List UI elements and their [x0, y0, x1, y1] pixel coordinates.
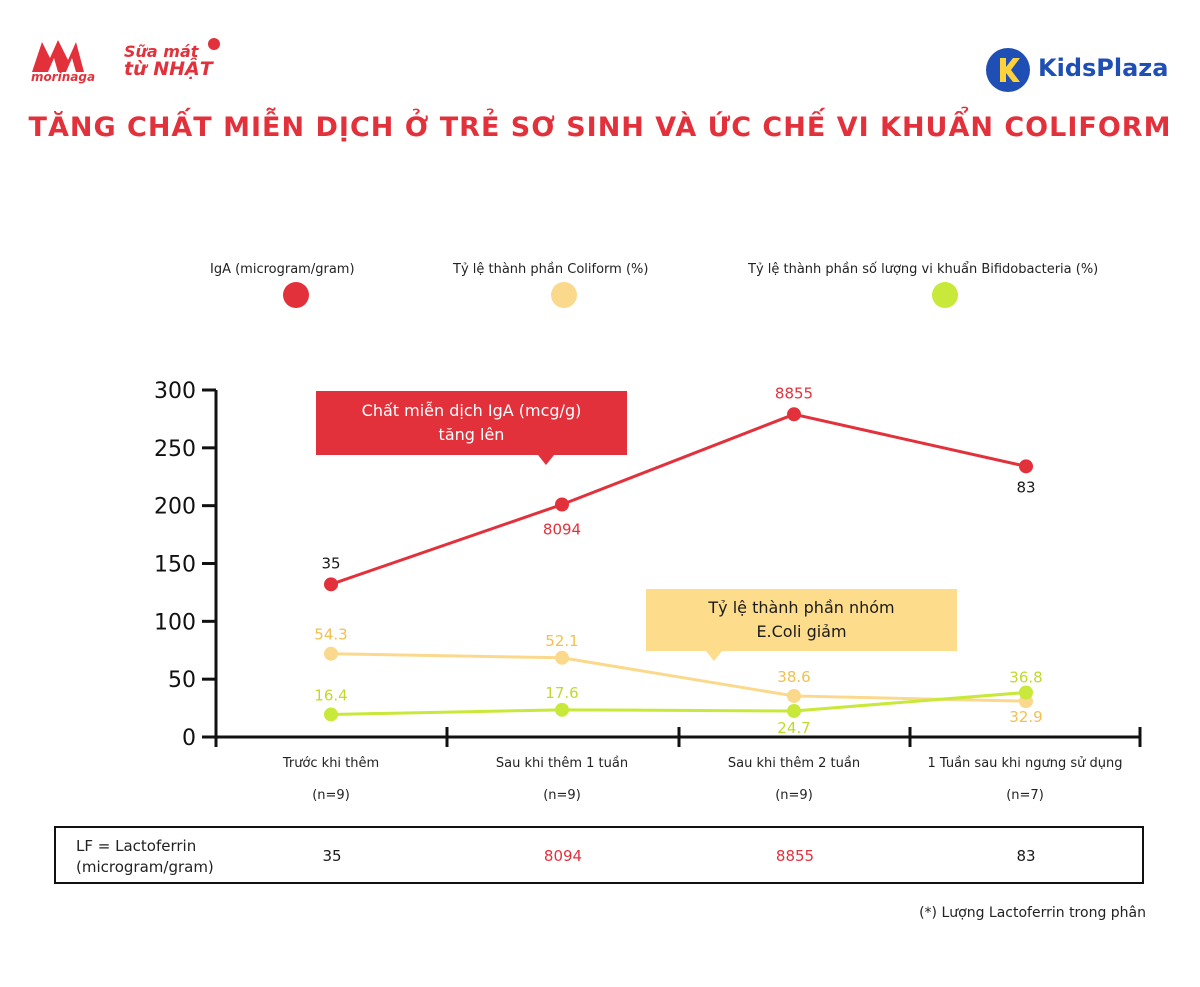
category-n: (n=9)	[775, 788, 813, 803]
y-tick-label: 200	[154, 495, 196, 520]
slogan-logo: Sữa mát từ NHẬT	[124, 38, 234, 86]
footnote: (*) Lượng Lactoferrin trong phân	[919, 905, 1146, 921]
y-tick-label: 250	[154, 437, 196, 462]
kidsplaza-icon	[986, 48, 1030, 92]
coliform-data-label: 32.9	[1009, 708, 1042, 726]
bifido-line	[330, 690, 1027, 716]
callout-iga-pointer	[538, 455, 554, 465]
bifido-data-label: 24.7	[777, 719, 810, 737]
category-label: Sau khi thêm 1 tuần (n=9)	[447, 748, 677, 812]
lf-label-line-2: (microgram/gram)	[76, 858, 214, 876]
iga-data-label: 8094	[543, 521, 581, 539]
legend-dot-iga	[283, 282, 309, 308]
bifido-data-label: 17.6	[545, 684, 578, 702]
bifido-data-label: 16.4	[314, 686, 347, 704]
category-name: Trước khi thêm	[282, 756, 380, 771]
coliform-data-label: 54.3	[314, 626, 347, 644]
bifido-point	[1019, 685, 1033, 700]
coliform-point	[787, 688, 801, 703]
category-label: Trước khi thêm (n=9)	[216, 748, 446, 812]
kidsplaza-wordmark: KidsPlaza	[1038, 54, 1169, 82]
iga-line	[330, 412, 1027, 586]
lf-value: 35	[322, 847, 342, 865]
coliform-data-label: 38.6	[777, 668, 810, 686]
y-tick-label: 100	[154, 610, 196, 635]
lf-value: 83	[1016, 847, 1036, 865]
coliform-line	[330, 652, 1027, 703]
morinaga-wordmark: morinaga	[30, 70, 96, 84]
lf-label-line-1: LF = Lactoferrin	[76, 837, 197, 855]
y-tick-label: 150	[154, 553, 196, 578]
legend-label-bifido: Tỷ lệ thành phần số lượng vi khuẩn Bifid…	[748, 262, 1099, 277]
morinaga-logo: morinaga	[28, 36, 98, 86]
slogan-dot	[208, 38, 220, 50]
y-tick-label: 50	[168, 668, 196, 693]
coliform-point	[555, 650, 569, 665]
lf-value: 8094	[543, 847, 583, 865]
category-name: Sau khi thêm 1 tuần	[495, 756, 629, 771]
data-labels: 35 8094 8855 83 54.3 52.1 38.6 32.9 16.4 17.6 24.7…	[314, 384, 1042, 737]
bifido-point	[324, 707, 338, 722]
coliform-data-label: 52.1	[545, 632, 578, 650]
iga-point	[787, 407, 801, 422]
callout-ecoli-pointer	[706, 651, 722, 661]
lf-value: 8855	[775, 847, 815, 865]
iga-data-label: 83	[1016, 478, 1035, 496]
x-axis	[214, 727, 1142, 747]
lf-label: LF = Lactoferrin (microgram/gram)	[76, 836, 214, 878]
iga-data-label: 8855	[775, 384, 813, 402]
category-n: (n=9)	[312, 788, 350, 803]
category-label: Sau khi thêm 2 tuần (n=9)	[679, 748, 909, 812]
callout-iga: Chất miễn dịch IgA (mcg/g) tăng lên	[316, 391, 627, 465]
lactoferrin-table: LF = Lactoferrin (microgram/gram) 35 809…	[54, 826, 1144, 884]
coliform-point	[324, 646, 338, 661]
callout-ecoli: Tỷ lệ thành phần nhóm E.Coli giảm	[646, 589, 957, 661]
category-n: (n=7)	[1006, 788, 1044, 803]
kidsplaza-logo: KidsPlaza	[986, 48, 1182, 94]
iga-point	[1019, 459, 1033, 474]
callout-iga-text: Chất miễn dịch IgA (mcg/g) tăng lên	[361, 401, 582, 444]
legend-dot-bifido	[932, 282, 958, 308]
iga-data-label: 35	[321, 554, 340, 572]
bifido-point	[555, 702, 569, 717]
category-name: 1 Tuần sau khi ngưng sử dụng	[927, 756, 1123, 771]
legend-dot-coliform	[551, 282, 577, 308]
legend-label-iga: IgA (microgram/gram)	[210, 262, 355, 277]
y-tick-label: 300	[154, 379, 196, 404]
bifido-point	[787, 703, 801, 718]
callout-ecoli-text: Tỷ lệ thành phần nhóm E.Coli giảm	[708, 598, 895, 641]
legend-label-coliform: Tỷ lệ thành phần Coliform (%)	[453, 262, 649, 277]
iga-point	[555, 497, 569, 512]
iga-point	[324, 577, 338, 592]
chart-title: TĂNG CHẤT MIỄN DỊCH Ở TRẺ SƠ SINH VÀ ỨC …	[28, 112, 1172, 143]
category-n: (n=9)	[543, 788, 581, 803]
series-lines	[324, 407, 1033, 722]
category-name: Sau khi thêm 2 tuần	[727, 756, 861, 771]
slogan-line-2: từ NHẬT	[124, 58, 213, 80]
slogan-line-1: Sữa mát	[124, 42, 199, 61]
y-tick-label: 0	[182, 726, 196, 751]
bifido-data-label: 36.8	[1009, 668, 1042, 686]
category-label: 1 Tuần sau khi ngưng sử dụng (n=7)	[910, 748, 1140, 812]
y-axis: 0 50 100 150 200 250 300	[154, 379, 218, 751]
